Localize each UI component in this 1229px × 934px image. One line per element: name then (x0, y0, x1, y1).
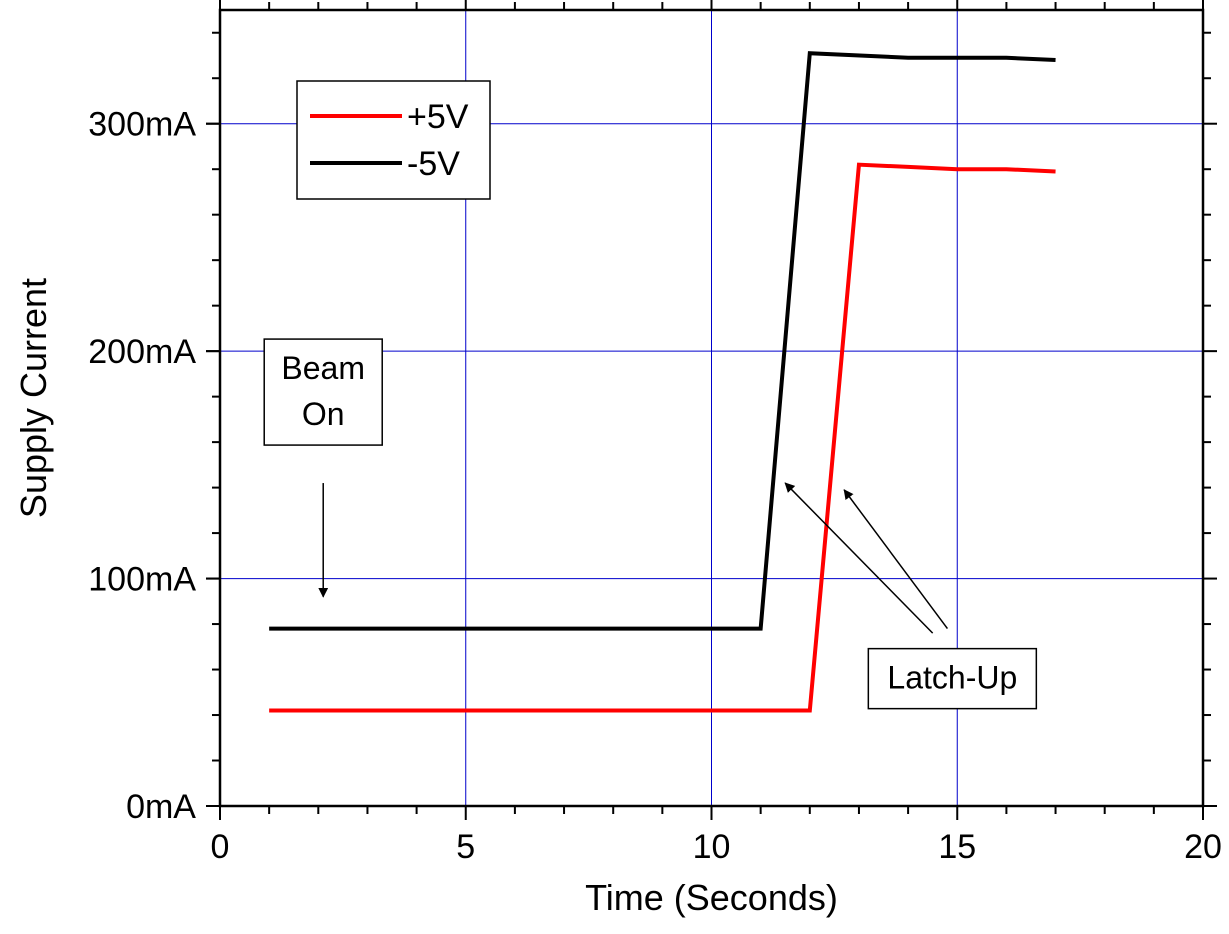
annotation-box (867, 647, 1038, 710)
y-tick-label: 100mA (88, 561, 196, 599)
y-tick-label: 200mA (88, 333, 196, 371)
legend-label: +5V (407, 98, 469, 136)
x-tick-label: 15 (938, 828, 976, 866)
x-axis-title: Time (Seconds) (585, 877, 838, 918)
series-lines (269, 51, 1056, 713)
x-tick-label: 5 (456, 828, 475, 866)
y-tick-label: 300mA (88, 106, 196, 144)
annotation-arrow (843, 489, 949, 630)
annotation-label: Latch-Up (887, 660, 1017, 696)
legend-box (296, 80, 491, 200)
annotation-box (263, 338, 383, 446)
legend: +5V-5V (296, 80, 491, 200)
axis-ticks (206, 0, 1217, 820)
series-line-minus5v (269, 51, 1056, 631)
annotations: Beam On Latch-Up (263, 338, 1038, 710)
series-line-plus5v (269, 162, 1056, 713)
annotation-label: On (302, 396, 345, 432)
x-tick-label: 10 (693, 828, 731, 866)
legend-label: -5V (407, 145, 460, 183)
y-axis-title: Supply Current (13, 278, 54, 518)
annotation-arrow (784, 482, 934, 634)
y-tick-label: 0mA (126, 788, 196, 826)
x-tick-label: 0 (211, 828, 230, 866)
x-tick-label: 20 (1184, 828, 1222, 866)
annotation-label: Beam (281, 350, 365, 386)
